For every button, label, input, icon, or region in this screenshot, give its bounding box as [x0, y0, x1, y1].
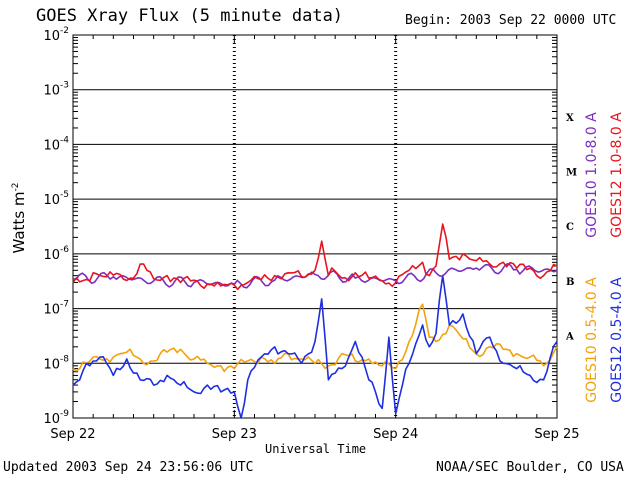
begin-time-label: Begin: 2003 Sep 22 0000 UTC	[405, 13, 617, 28]
y-tick-label: 10-2	[43, 26, 69, 44]
legend-goes12-short: GOES12 0.5-4.0 A	[609, 277, 625, 403]
updated-timestamp: Updated 2003 Sep 24 23:56:06 UTC	[3, 460, 254, 475]
legend-goes12-long: GOES12 1.0-8.0 A	[609, 112, 625, 238]
flare-class-label: M	[566, 168, 577, 179]
series-goes10-long	[72, 262, 558, 289]
flare-class-label: C	[566, 222, 574, 233]
y-tick-label: 10-9	[43, 409, 69, 427]
legend-goes10-short: GOES10 0.5-4.0 A	[584, 277, 600, 403]
credit-label: NOAA/SEC Boulder, CO USA	[436, 460, 624, 475]
y-tick-label: 10-6	[43, 245, 69, 263]
y-tick-label: 10-7	[43, 300, 69, 318]
y-tick-label: 10-5	[43, 190, 69, 208]
flare-class-label: X	[566, 113, 574, 124]
y-tick-label: 10-4	[43, 135, 69, 153]
flare-class-label: A	[565, 332, 574, 343]
series-goes12-short	[72, 274, 558, 419]
chart-title: GOES Xray Flux (5 minute data)	[36, 6, 344, 26]
flare-class-label: B	[566, 277, 574, 288]
x-tick-label: Sep 23	[212, 427, 257, 442]
x-tick-label: Sep 25	[534, 427, 579, 442]
x-tick-label: Sep 24	[373, 427, 418, 442]
y-tick-label: 10-3	[43, 81, 69, 99]
plot-frame	[72, 34, 558, 419]
series-goes12-long	[72, 223, 558, 291]
y-tick-label: 10-8	[43, 354, 69, 372]
legend-goes10-long: GOES10 1.0-8.0 A	[584, 112, 600, 238]
x-tick-label: Sep 22	[50, 427, 95, 442]
x-axis-label: Universal Time	[265, 442, 367, 456]
